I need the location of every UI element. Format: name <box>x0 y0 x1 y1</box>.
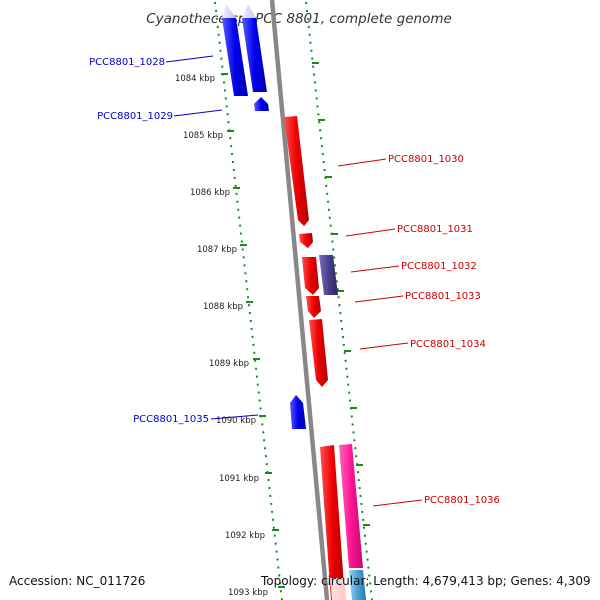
genome-title: Cyanothece sp. PCC 8801, complete genome <box>146 11 452 27</box>
kbp-tick-label: 1084 kbp <box>175 74 215 84</box>
kbp-tick-label: 1090 kbp <box>216 416 256 426</box>
gene-pcc8801-1029[interactable] <box>254 97 269 111</box>
kbp-tick-labels: 1084 kbp 1085 kbp 1086 kbp 1087 kbp 1088… <box>175 74 268 598</box>
gene-pcc8801-1036-c[interactable] <box>349 570 366 600</box>
kbp-tick-label: 1092 kbp <box>225 531 265 541</box>
kbp-tick-label: 1087 kbp <box>197 245 237 255</box>
gene-pcc8801-1035[interactable] <box>290 395 306 429</box>
accession-text: Accession: NC_011726 <box>9 574 146 588</box>
gene-label-pcc8801-1030[interactable]: PCC8801_1030 <box>388 154 464 165</box>
gene-pcc8801-1032[interactable] <box>302 257 319 295</box>
gene-pcc8801-1032-other[interactable] <box>319 255 338 295</box>
kbp-tick-label: 1093 kbp <box>228 588 268 598</box>
gene-label-pcc8801-1029[interactable]: PCC8801_1029 <box>97 111 173 122</box>
gene-label-pcc8801-1032[interactable]: PCC8801_1032 <box>401 261 477 272</box>
gene-pcc8801-1031[interactable] <box>299 233 313 248</box>
faded-gene-marks <box>222 4 256 18</box>
kbp-tick-label: 1091 kbp <box>219 474 259 484</box>
gene-pcc8801-1036-b[interactable] <box>339 444 363 568</box>
gene-label-pcc8801-1034[interactable]: PCC8801_1034 <box>410 339 486 350</box>
gene-label-pcc8801-1036[interactable]: PCC8801_1036 <box>424 495 500 506</box>
left-major-ticks <box>221 73 285 588</box>
kbp-tick-label: 1085 kbp <box>183 131 223 141</box>
gene-label-pcc8801-1035[interactable]: PCC8801_1035 <box>133 414 209 425</box>
gene-pcc8801-1028-a[interactable] <box>222 18 248 96</box>
gene-label-pcc8801-1031[interactable]: PCC8801_1031 <box>397 224 473 235</box>
gene-label-pcc8801-1033[interactable]: PCC8801_1033 <box>405 291 481 302</box>
gene-pcc8801-1033[interactable] <box>306 296 321 318</box>
topology-text: Topology: circular; Length: 4,679,413 bp… <box>261 574 591 588</box>
gene-pcc8801-1028-b[interactable] <box>242 18 267 92</box>
faded-gene-mark-bottom <box>330 578 346 600</box>
genome-backbone <box>269 0 330 600</box>
gene-pcc8801-1030[interactable] <box>284 116 309 226</box>
label-leader-lines <box>165 55 423 507</box>
gene-pcc8801-1036-a[interactable] <box>320 445 345 600</box>
gene-pcc8801-1034[interactable] <box>309 319 328 387</box>
kbp-tick-label: 1086 kbp <box>190 188 230 198</box>
kbp-tick-label: 1088 kbp <box>203 302 243 312</box>
right-major-ticks <box>312 62 370 526</box>
gene-label-pcc8801-1028[interactable]: PCC8801_1028 <box>89 57 165 68</box>
kbp-tick-label: 1089 kbp <box>209 359 249 369</box>
